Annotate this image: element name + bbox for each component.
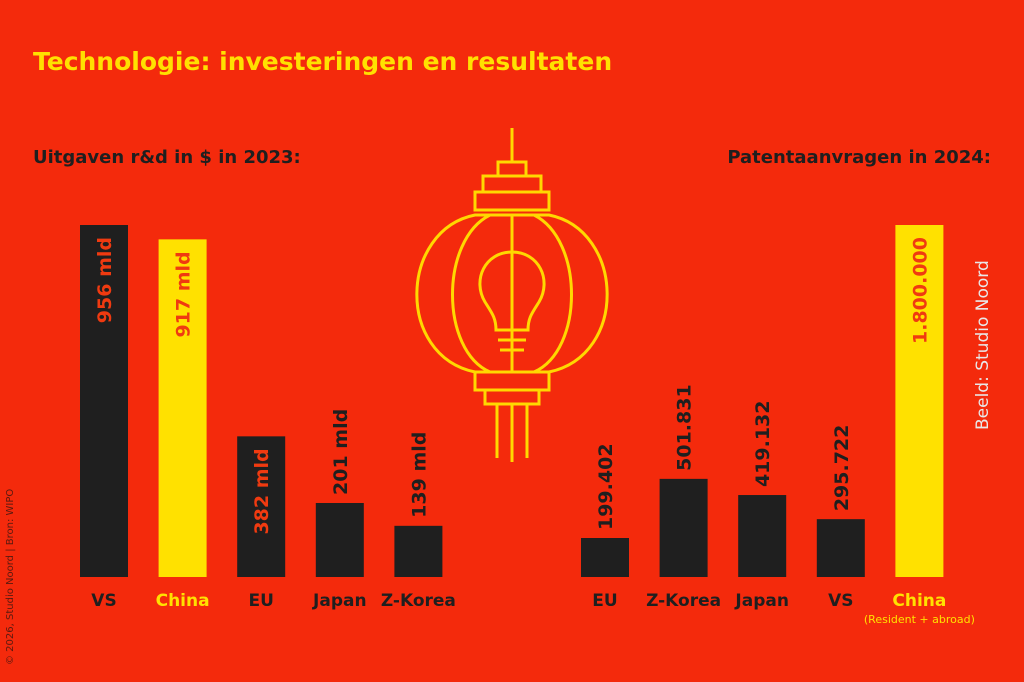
bar	[80, 225, 128, 577]
value-label: 199.402	[595, 443, 617, 530]
bar	[659, 478, 708, 577]
value-label: 917 mld	[173, 251, 195, 337]
bar	[237, 436, 286, 577]
chart-title: Patentaanvragen in 2024:	[727, 147, 991, 168]
category-label: Z-Korea	[381, 591, 456, 611]
chart-title: Uitgaven r&d in $ in 2023:	[33, 147, 301, 168]
bar	[581, 538, 629, 577]
value-label: 501.831	[674, 384, 696, 471]
category-label: Z-Korea	[646, 591, 721, 611]
credit: Beeld: Studio Noord	[973, 260, 993, 430]
bar	[816, 519, 865, 577]
value-label: 382 mld	[251, 448, 273, 534]
bar	[158, 239, 207, 577]
category-label: VS	[91, 591, 116, 611]
category-label: Japan	[734, 591, 789, 611]
source: © 2026, Studio Noord | Bron: WIPO	[5, 489, 16, 665]
bar	[738, 495, 787, 577]
value-label: 956 mld	[94, 237, 116, 323]
main-title: Technologie: investeringen en resultaten	[33, 47, 612, 76]
category-label: EU	[248, 591, 273, 611]
bar	[394, 525, 443, 577]
value-label: 1.800.000	[909, 237, 931, 344]
category-label: VS	[828, 591, 853, 611]
lantern-icon	[415, 128, 609, 462]
category-label: EU	[592, 591, 617, 611]
value-label: 201 mld	[330, 409, 352, 495]
bar	[315, 502, 364, 577]
category-label: China	[892, 591, 946, 611]
value-label: 295.722	[831, 425, 853, 512]
category-label: Japan	[312, 591, 367, 611]
category-label: China	[156, 591, 210, 611]
bar	[895, 225, 944, 577]
annotation: (Resident + abroad)	[864, 613, 975, 626]
value-label: 419.132	[752, 400, 774, 487]
value-label: 139 mld	[408, 432, 430, 518]
